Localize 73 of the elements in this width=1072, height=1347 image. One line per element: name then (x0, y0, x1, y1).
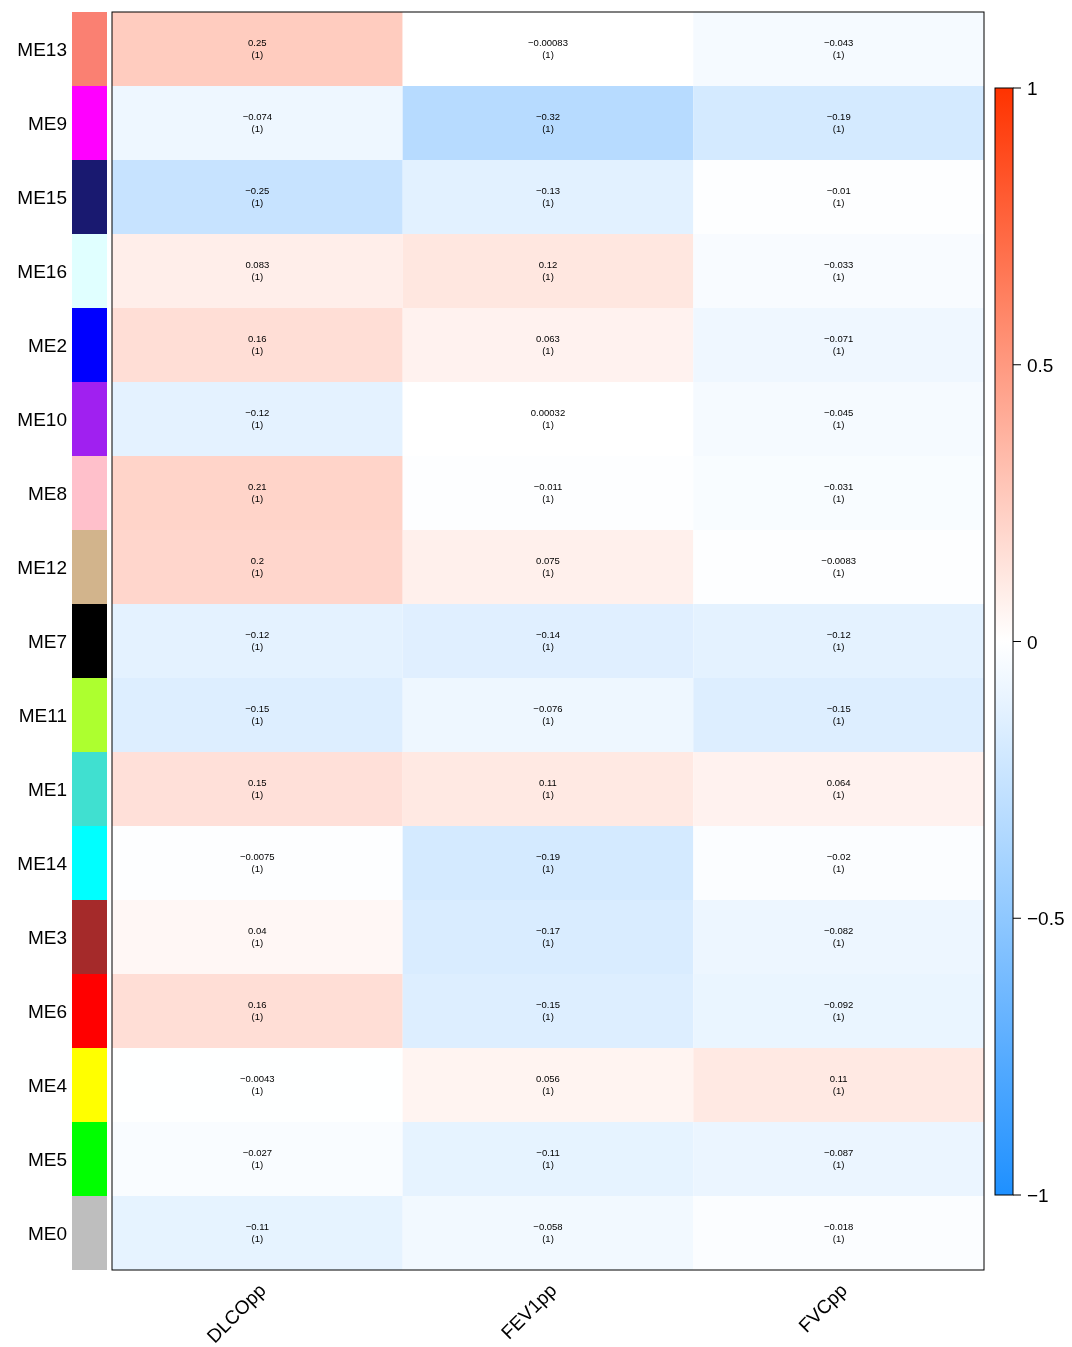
data-label: −0.076 (1) (533, 703, 563, 726)
data-label: 0.12 (1) (538, 259, 558, 282)
y-tick-label: ME0 (27, 1223, 67, 1244)
data-label: 0.056 (1) (536, 1073, 560, 1096)
data-label: −0.13 (1) (535, 185, 561, 208)
data-label: 0.21 (1) (248, 481, 267, 504)
color-bar-label: −0.5 (1027, 908, 1065, 930)
y-tick-label: ME6 (27, 1001, 67, 1022)
data-label: 0.16 (1) (248, 333, 267, 356)
data-label: −0.0083 (1) (821, 555, 856, 578)
data-label: −0.018 (1) (824, 1221, 854, 1244)
data-label: −0.033 (1) (824, 259, 854, 282)
data-label: 0.16 (1) (248, 999, 267, 1022)
data-label: −0.11 (1) (245, 1221, 270, 1244)
color-bar-label: 1 (1027, 78, 1038, 99)
data-label: 0.2 (1) (250, 555, 264, 578)
data-label: −0.12 (1) (245, 629, 270, 652)
data-label: 0.083 (1) (245, 259, 270, 282)
data-label: −0.071 (1) (824, 333, 854, 356)
data-label: −0.11 (1) (536, 1147, 560, 1170)
y-tick-label: ME12 (17, 557, 67, 578)
data-label: −0.15 (1) (245, 703, 270, 726)
y-tick-label: ME2 (27, 335, 67, 356)
data-label: 0.064 (1) (826, 777, 851, 800)
data-label: −0.17 (1) (535, 925, 561, 948)
y-tick-label: ME10 (17, 409, 67, 430)
data-label: −0.092 (1) (824, 999, 854, 1022)
data-label: 0.11 (1) (539, 777, 557, 800)
y-tick-label: ME8 (27, 483, 67, 504)
y-tick-label: ME15 (17, 187, 67, 208)
data-label: −0.058 (1) (533, 1221, 563, 1244)
data-label: 0.00032 (1) (530, 407, 566, 430)
data-label: −0.045 (1) (824, 407, 854, 430)
data-label: −0.19 (1) (826, 111, 851, 134)
color-bar-label: 0 (1027, 631, 1038, 653)
data-label: −0.0075 (1) (240, 851, 275, 874)
data-label: −0.12 (1) (826, 629, 851, 652)
y-tick-label: ME16 (17, 261, 67, 282)
y-tick-label: ME7 (27, 631, 67, 652)
data-label: −0.15 (1) (826, 703, 851, 726)
data-label: −0.01 (1) (826, 185, 851, 208)
data-label: −0.12 (1) (245, 407, 270, 430)
data-label: −0.011 (1) (533, 481, 563, 504)
data-label: −0.32 (1) (535, 111, 561, 134)
y-tick-label: ME9 (27, 113, 67, 134)
data-label: −0.00083 (1) (528, 37, 568, 60)
data-label: −0.14 (1) (535, 629, 561, 652)
color-bar-label: −1 (1027, 1185, 1049, 1206)
data-label: 0.075 (1) (536, 555, 560, 578)
data-label: −0.074 (1) (242, 111, 272, 134)
data-label: −0.087 (1) (824, 1147, 854, 1170)
data-label: 0.11 (1) (829, 1073, 848, 1096)
color-bar-label: 0.5 (1027, 354, 1054, 376)
data-label: −0.19 (1) (535, 851, 561, 874)
y-tick-label: ME1 (27, 779, 67, 800)
data-label: −0.0043 (1) (240, 1073, 275, 1096)
data-label: −0.25 (1) (245, 185, 270, 208)
y-tick-label: ME5 (27, 1149, 67, 1170)
data-label: −0.043 (1) (824, 37, 854, 60)
data-label: −0.02 (1) (826, 851, 851, 874)
data-label: −0.027 (1) (242, 1147, 272, 1170)
data-label: −0.082 (1) (824, 925, 854, 948)
data-label: −0.15 (1) (535, 999, 561, 1022)
y-tick-label: ME14 (17, 853, 68, 874)
data-label: −0.031 (1) (824, 481, 854, 504)
y-tick-label: ME4 (27, 1075, 68, 1096)
data-label: 0.15 (1) (248, 777, 267, 800)
y-tick-label: ME11 (18, 705, 67, 726)
data-label: 0.04 (1) (248, 925, 267, 948)
y-tick-label: ME3 (27, 927, 67, 948)
data-label: 0.063 (1) (536, 333, 560, 356)
y-tick-label: ME13 (17, 39, 67, 60)
data-label: 0.25 (1) (248, 37, 267, 60)
